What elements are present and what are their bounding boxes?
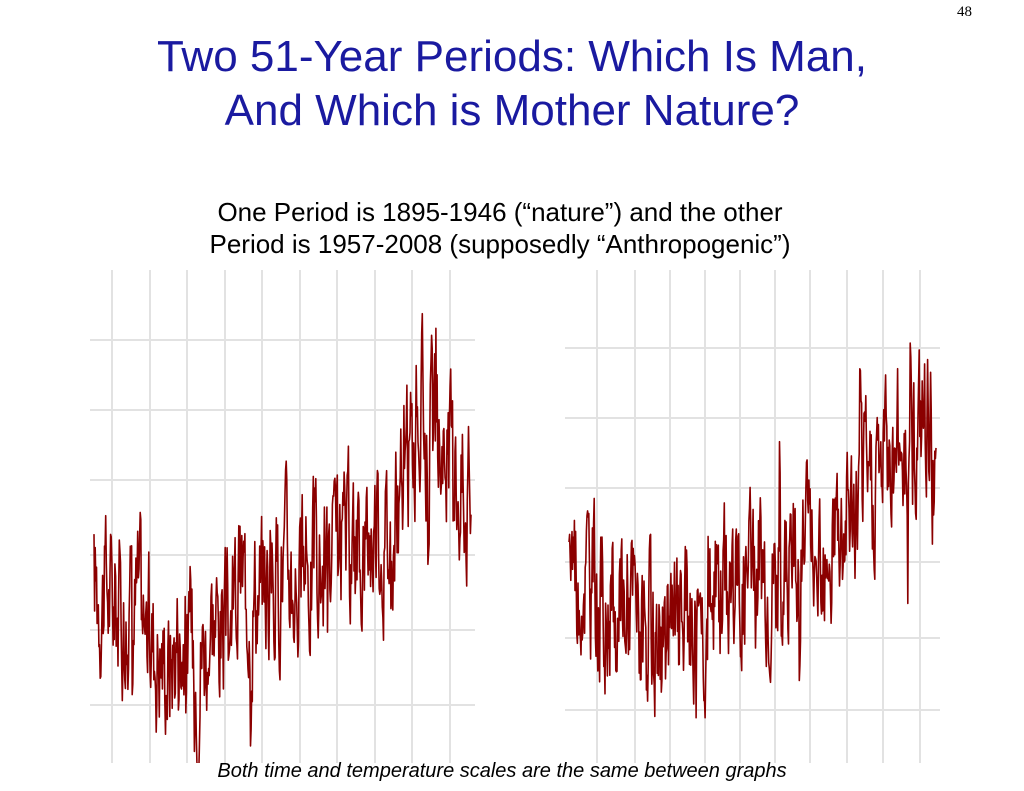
right-chart-series-line	[568, 342, 937, 719]
subtitle-line-1: One Period is 1895-1946 (“nature”) and t…	[217, 197, 783, 227]
left-chart-series-line	[93, 312, 472, 763]
subtitle-line-2: Period is 1957-2008 (supposedly “Anthrop…	[209, 229, 791, 259]
left-temperature-chart	[90, 270, 475, 763]
slide-title: Two 51-Year Periods: Which Is Man, And W…	[40, 30, 984, 138]
slide-number: 48	[957, 4, 972, 20]
slide-subtitle: One Period is 1895-1946 (“nature”) and t…	[100, 196, 900, 260]
caption: Both time and temperature scales are the…	[217, 760, 787, 782]
title-line-2: And Which is Mother Nature?	[224, 86, 800, 135]
right-temperature-chart	[565, 270, 940, 763]
title-line-1: Two 51-Year Periods: Which Is Man,	[156, 32, 867, 81]
